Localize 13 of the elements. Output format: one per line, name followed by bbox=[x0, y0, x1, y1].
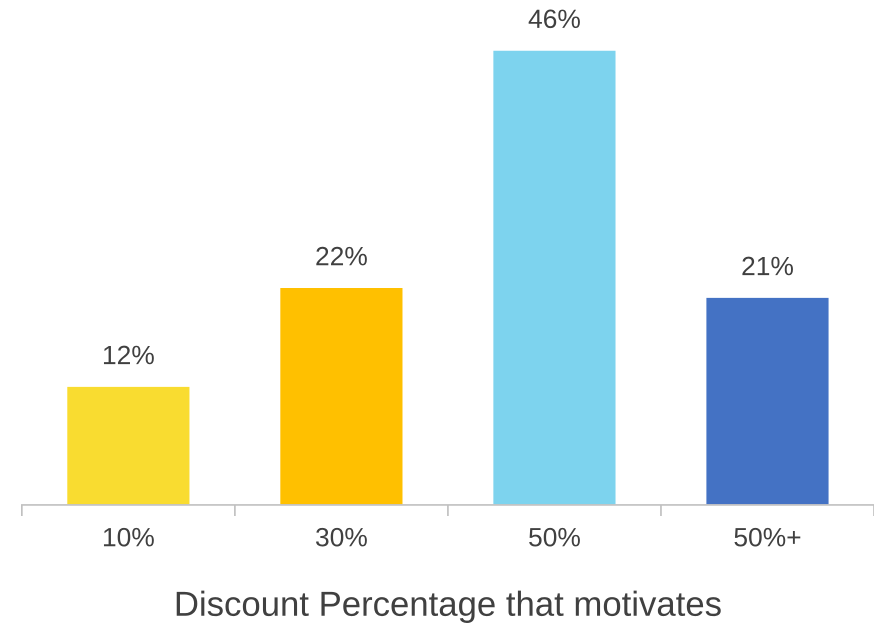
data-label: 22% bbox=[316, 246, 367, 266]
bar bbox=[278, 286, 404, 505]
x-axis-title: Discount Percentage that motivates bbox=[176, 590, 721, 623]
x-tick-label: 30% bbox=[316, 528, 367, 546]
x-tick-label: 50%+ bbox=[734, 528, 800, 546]
bar bbox=[66, 386, 191, 505]
bar bbox=[492, 49, 617, 505]
bar bbox=[705, 296, 830, 505]
data-label: 21% bbox=[742, 256, 793, 276]
x-tick-label: 10% bbox=[104, 528, 154, 546]
data-label: 46% bbox=[528, 9, 580, 28]
data-label: 12% bbox=[104, 346, 154, 364]
x-tick-label: 50% bbox=[529, 528, 580, 546]
